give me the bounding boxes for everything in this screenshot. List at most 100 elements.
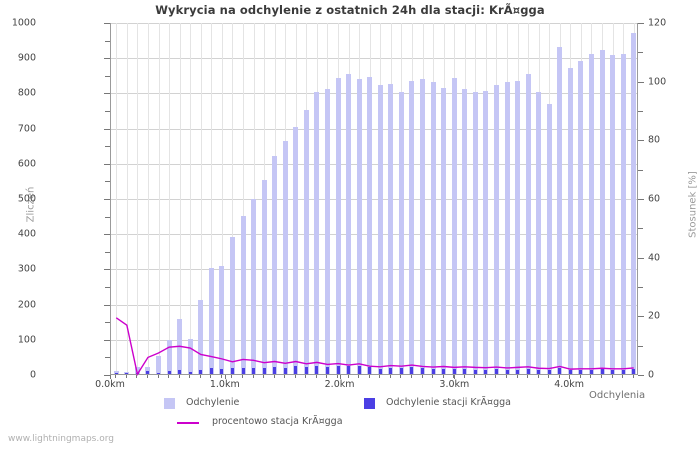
y-tick-label-left: 100 [17, 334, 36, 346]
y-tick-mark-left [104, 199, 110, 200]
bar-station [157, 372, 161, 374]
footer-watermark: www.lightningmaps.org [8, 434, 114, 444]
bar-station [283, 367, 287, 374]
bar-station [315, 365, 319, 374]
y-tick-mark-right [638, 169, 643, 171]
y-tick-label-left: 1000 [11, 17, 36, 29]
bar-station [273, 366, 277, 374]
y-tick-mark-right [638, 316, 644, 318]
x-tick-mark-minor [315, 375, 317, 378]
bar-total [282, 140, 288, 374]
x-tick-mark-minor [189, 375, 191, 378]
x-tick-mark-minor [284, 375, 286, 378]
bar-total [620, 54, 626, 374]
x-tick-mark-minor [389, 375, 391, 378]
x-tick-mark-minor [453, 375, 455, 378]
x-tick-mark-minor [527, 375, 529, 378]
vertical-gridline [148, 23, 149, 374]
y-tick-mark-left [104, 339, 110, 341]
y-tick-label-left: 0 [29, 369, 36, 381]
bar-station [146, 370, 150, 374]
x-tick-mark-minor [400, 375, 402, 378]
y-tick-mark-left [105, 181, 110, 183]
y-tick-mark-right [638, 199, 644, 200]
y-tick-label-right: 0 [648, 369, 655, 381]
legend-item-label[interactable]: Odchylenie stacji KrÃ¤gga [386, 397, 511, 408]
y-tick-mark-left [104, 128, 110, 130]
x-tick-label: 4.0km [554, 379, 585, 390]
bar-total [557, 46, 563, 374]
legend-line-swatch [177, 422, 199, 424]
x-tick-mark-minor [252, 375, 254, 378]
x-tick-mark-minor [337, 375, 339, 378]
x-tick-mark-minor [358, 375, 360, 378]
bar-station [611, 369, 615, 374]
gridline [111, 304, 637, 306]
bar-total [261, 180, 267, 374]
legend-swatch [364, 398, 375, 409]
bar-station [294, 366, 298, 374]
x-tick-mark-minor [558, 375, 560, 378]
bar-station [125, 373, 129, 374]
bar-station [431, 369, 435, 374]
bar-total [420, 79, 426, 374]
bar-total [631, 33, 637, 374]
x-tick-mark-minor [231, 375, 233, 378]
x-tick-mark-minor [115, 375, 117, 378]
bar-total [567, 67, 573, 374]
y-tick-mark-right [638, 140, 644, 142]
bar-total [599, 50, 605, 374]
vertical-gridline [232, 23, 233, 374]
y-tick-mark-right [638, 52, 643, 54]
bar-station [547, 370, 551, 374]
bar-station [537, 370, 541, 374]
bar-station [304, 366, 308, 374]
x-tick-mark-minor [146, 375, 148, 378]
bar-station [505, 370, 509, 374]
x-tick-mark-minor [242, 375, 243, 378]
bar-total [578, 60, 584, 374]
bar-station [114, 373, 118, 374]
bar-station [347, 366, 351, 374]
bar-total [367, 76, 373, 374]
gridline [111, 23, 637, 24]
y-tick-label-left: 900 [17, 52, 36, 64]
y-tick-mark-right [638, 287, 643, 288]
gridline [111, 128, 637, 130]
x-tick-mark-minor [220, 375, 222, 378]
legend-item-label[interactable]: Odchylenie [186, 397, 240, 408]
bar-total [525, 73, 531, 374]
x-tick-mark-minor [368, 375, 370, 378]
bar-station [230, 367, 234, 374]
bar-station [167, 371, 171, 374]
chart-title: Wykrycia na odchylenie z ostatnich 24h d… [155, 3, 545, 17]
y-tick-label-right: 60 [648, 193, 661, 205]
bar-station [494, 369, 498, 374]
bar-total [293, 126, 299, 374]
x-tick-mark-minor [410, 375, 412, 378]
vertical-gridline [116, 23, 117, 374]
x-tick-mark-minor [168, 375, 170, 378]
y-tick-mark-left [105, 146, 110, 148]
bar-total [240, 216, 246, 374]
gridline [111, 199, 637, 200]
y-tick-label-right: 120 [648, 17, 667, 29]
y-tick-mark-left [104, 58, 110, 60]
bar-total [166, 340, 172, 374]
bar-total [462, 88, 468, 374]
gridline [111, 163, 637, 165]
vertical-gridline [243, 23, 244, 374]
x-tick-mark-minor [157, 375, 159, 378]
vertical-gridline [222, 23, 223, 374]
y-tick-mark-left [104, 234, 110, 236]
y-tick-mark-left [104, 375, 110, 376]
bar-total [388, 84, 394, 374]
plot-area [110, 23, 638, 376]
bar-station [188, 371, 192, 374]
x-tick-mark-minor [632, 375, 634, 378]
bar-total [303, 110, 309, 374]
y-tick-label-right: 40 [648, 252, 661, 264]
x-tick-mark-minor [136, 375, 138, 378]
bar-station [325, 366, 329, 374]
legend-item-label[interactable]: procentowo stacja KrÃ¤gga [212, 416, 343, 427]
